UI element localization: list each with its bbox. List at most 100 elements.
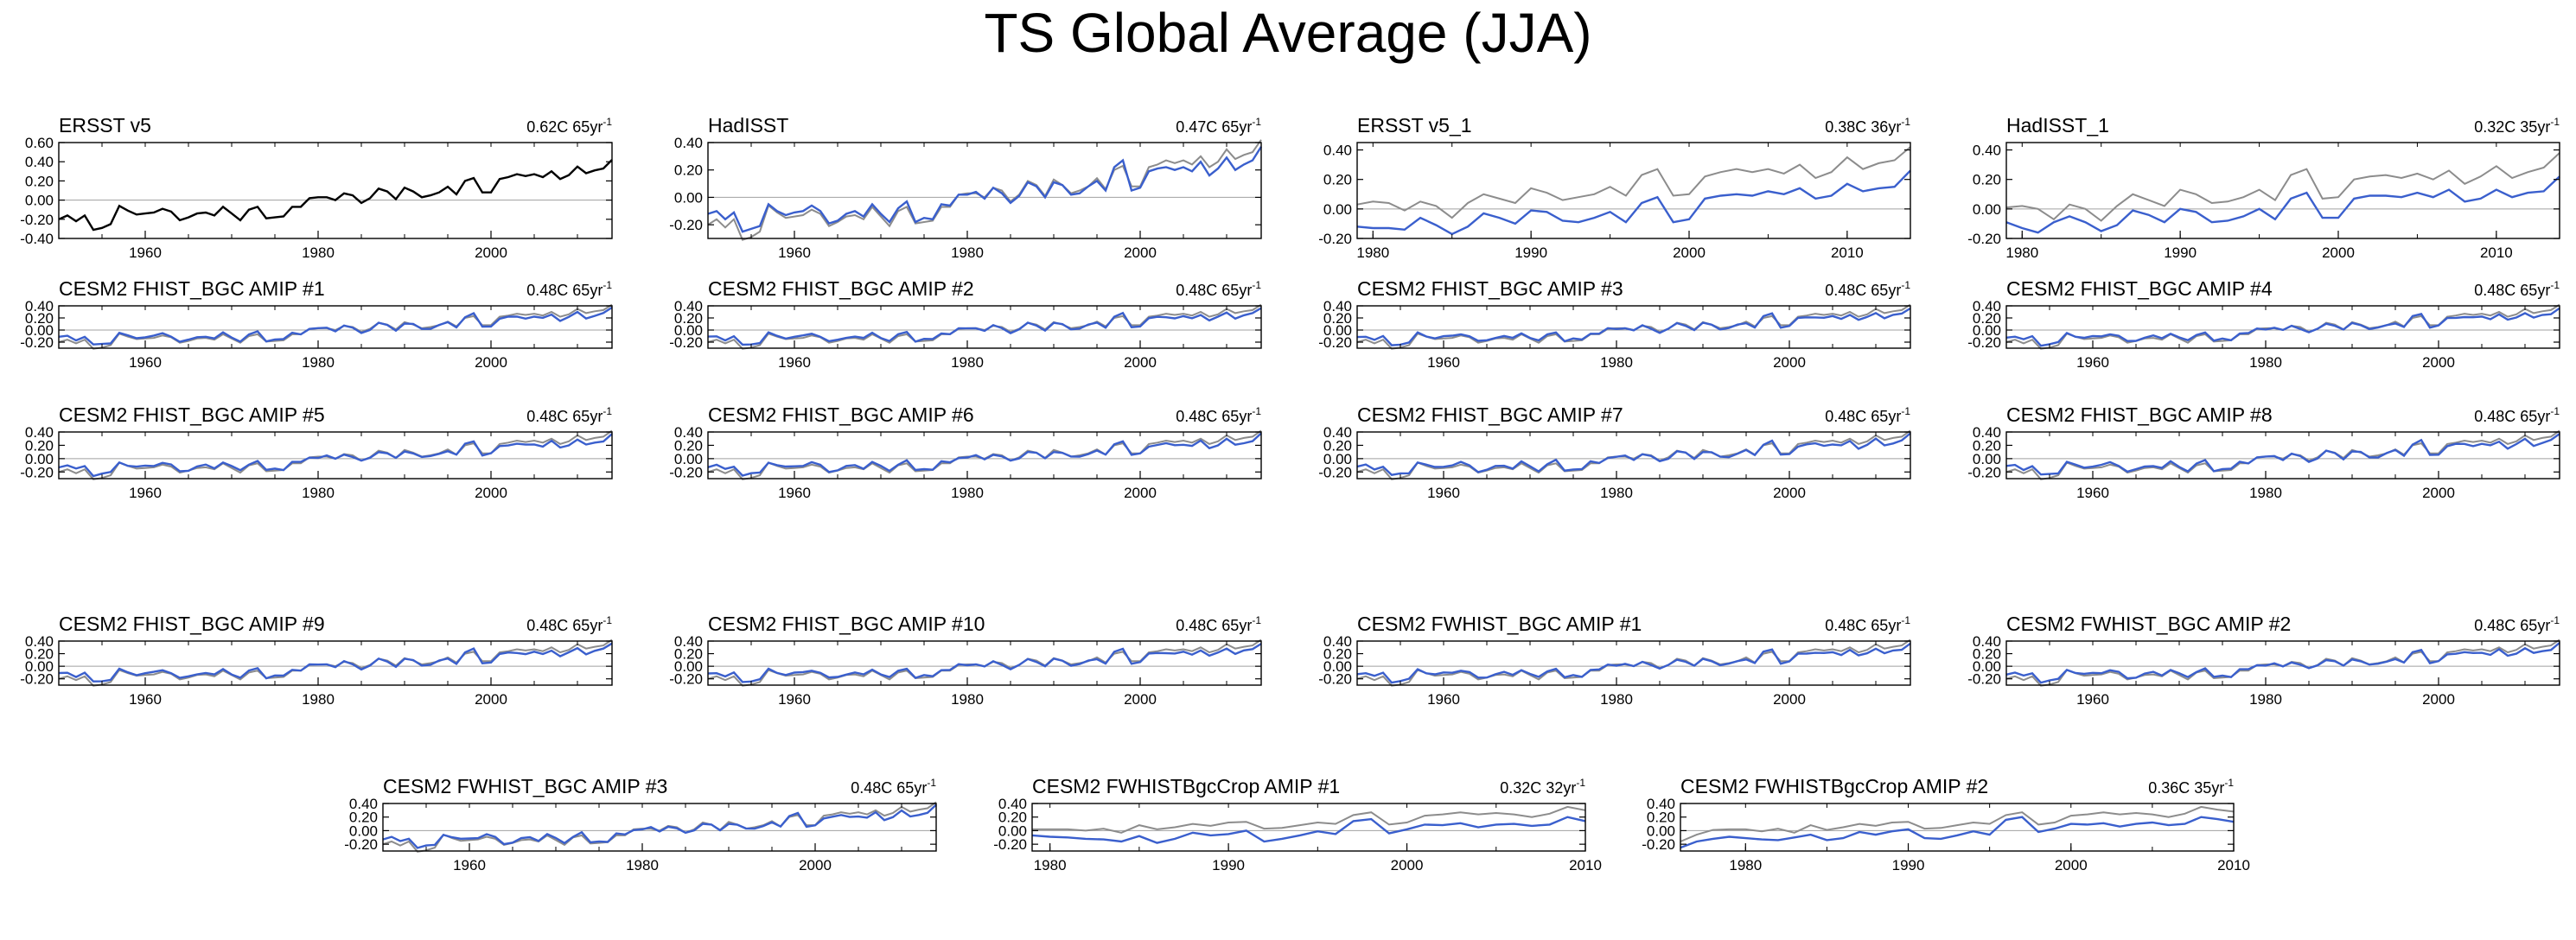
plot-frame xyxy=(1356,640,1911,686)
ytick-label: 0.20 xyxy=(674,646,703,663)
series-line-model xyxy=(58,306,613,346)
trend-label: 0.38C 36yr-1 xyxy=(1825,116,1910,136)
xtick-label: 1980 xyxy=(302,245,335,261)
panel-title: CESM2 FHIST_BGC AMIP #2 xyxy=(708,277,974,300)
ytick-label: 0.00 xyxy=(25,451,54,467)
plot-frame xyxy=(2005,431,2560,480)
xtick-label: 1960 xyxy=(2076,485,2109,501)
xtick-label: 2010 xyxy=(1831,245,1864,261)
plot-frame xyxy=(707,640,1262,686)
ytick-label: 0.20 xyxy=(1973,646,2001,663)
trend-label: 0.48C 65yr-1 xyxy=(1825,279,1910,299)
xtick-label: 1980 xyxy=(626,857,659,873)
ytick-label: -0.20 xyxy=(1967,464,2001,480)
xtick-label: 1980 xyxy=(951,354,984,371)
series-line-reference xyxy=(382,801,937,853)
ytick-label: 0.20 xyxy=(1323,437,1352,454)
trend-label: 0.32C 35yr-1 xyxy=(2474,116,2560,136)
ytick-label: 0.00 xyxy=(1647,822,1675,839)
series-line-reference xyxy=(1032,805,1586,834)
series-line-model xyxy=(382,803,937,849)
xtick-label: 1960 xyxy=(453,857,486,873)
trend-label: 0.32C 32yr-1 xyxy=(1500,777,1585,797)
xtick-label: 1980 xyxy=(2249,354,2282,371)
ytick-label: -0.40 xyxy=(20,231,54,247)
panel-title: CESM2 FHIST_BGC AMIP #5 xyxy=(59,403,325,426)
panel-title: CESM2 FWHIST_BGC AMIP #1 xyxy=(1357,613,1642,635)
ytick-label: 0.20 xyxy=(349,810,378,826)
panel-11: CESM2 FHIST_BGC AMIP #7 0.48C 65yr-10.400… xyxy=(1318,403,1911,501)
panel-title: CESM2 FHIST_BGC AMIP #10 xyxy=(708,613,985,635)
ytick-label: 0.00 xyxy=(674,658,703,675)
ytick-label: 0.40 xyxy=(998,796,1027,812)
xtick-label: 1980 xyxy=(1600,691,1633,708)
ytick-label: 0.00 xyxy=(674,451,703,467)
panel-title: HadISST xyxy=(708,114,788,137)
trend-label: 0.62C 65yr-1 xyxy=(526,116,612,136)
panel-9: CESM2 FHIST_BGC AMIP #5 0.48C 65yr-10.400… xyxy=(20,403,613,501)
xtick-label: 2000 xyxy=(2422,485,2455,501)
panel-10: CESM2 FHIST_BGC AMIP #6 0.48C 65yr-10.400… xyxy=(669,403,1262,501)
ytick-label: -0.20 xyxy=(1318,334,1352,351)
panel-title: HadISST_1 xyxy=(2006,114,2109,137)
ytick-label: 0.40 xyxy=(25,298,54,314)
xtick-label: 1960 xyxy=(129,245,162,261)
series-line-model xyxy=(58,642,613,683)
ytick-label: -0.20 xyxy=(20,212,54,228)
series-line-model xyxy=(2005,175,2560,234)
xtick-label: 2000 xyxy=(2055,857,2088,873)
xtick-label: 2000 xyxy=(1773,485,1806,501)
series-line-model xyxy=(2005,642,2560,684)
ytick-label: 0.20 xyxy=(25,310,54,327)
ytick-label: 0.40 xyxy=(25,154,54,170)
ytick-label: 0.40 xyxy=(674,633,703,650)
ytick-label: 0.00 xyxy=(674,322,703,339)
xtick-label: 2000 xyxy=(2422,691,2455,708)
panel-15: CESM2 FWHIST_BGC AMIP #1 0.48C 65yr-1 0.40… xyxy=(1318,613,1911,708)
series-line-model xyxy=(1356,307,1911,346)
panel-14: CESM2 FHIST_BGC AMIP #10 0.48C 65yr-1 0.40… xyxy=(669,613,1262,708)
ytick-label: 0.20 xyxy=(1973,437,2001,454)
trend-label: 0.48C 65yr-1 xyxy=(2474,405,2560,425)
xtick-label: 2000 xyxy=(1773,354,1806,371)
trend-label: 0.48C 65yr-1 xyxy=(1825,405,1910,425)
plot-frame xyxy=(58,305,613,349)
panel-title: CESM2 FWHISTBgcCrop AMIP #2 xyxy=(1680,775,1988,797)
xtick-label: 2000 xyxy=(2322,245,2355,261)
panel-7: CESM2 FHIST_BGC AMIP #3 0.48C 65yr-10.400… xyxy=(1318,277,1911,371)
series-line-reference xyxy=(1680,805,2235,842)
ytick-label: 0.20 xyxy=(1973,172,2001,188)
series-line-model xyxy=(707,146,1263,233)
plot-frame xyxy=(707,431,1262,480)
ytick-label: -0.20 xyxy=(669,334,703,351)
ytick-label: -0.20 xyxy=(669,217,703,233)
series-line-reference xyxy=(707,139,1262,241)
ytick-label: 0.00 xyxy=(1323,658,1352,675)
figure-title: TS Global Average (JJA) xyxy=(984,2,1592,64)
ytick-label: 0.40 xyxy=(1973,143,2001,159)
series-line-observed xyxy=(58,159,613,232)
xtick-label: 2000 xyxy=(1391,857,1424,873)
trend-label: 0.47C 65yr-1 xyxy=(1176,116,1261,136)
series-line-reference xyxy=(2005,152,2560,222)
panel-16: CESM2 FWHIST_BGC AMIP #2 0.48C 65yr-1 0.40… xyxy=(1967,613,2560,708)
ytick-label: 0.00 xyxy=(25,193,54,209)
series-line-reference xyxy=(1356,303,1911,350)
series-line-model xyxy=(1031,816,1586,844)
ytick-label: 0.00 xyxy=(1323,451,1352,467)
plot-frame xyxy=(1356,305,1911,349)
series-line-reference xyxy=(58,638,613,687)
plot-frame xyxy=(2005,142,2560,239)
xtick-label: 1960 xyxy=(129,485,162,501)
ytick-label: 0.40 xyxy=(25,633,54,650)
plot-frame xyxy=(2005,305,2560,349)
ytick-label: 0.20 xyxy=(25,173,54,189)
ytick-label: 0.00 xyxy=(349,822,378,839)
xtick-label: 2000 xyxy=(1124,691,1157,708)
series-line-reference xyxy=(2005,429,2560,480)
xtick-label: 2000 xyxy=(475,245,507,261)
plot-frame xyxy=(58,431,613,480)
ytick-label: 0.20 xyxy=(25,646,54,663)
ytick-label: -0.20 xyxy=(1642,836,1675,853)
xtick-label: 1980 xyxy=(1356,245,1389,261)
